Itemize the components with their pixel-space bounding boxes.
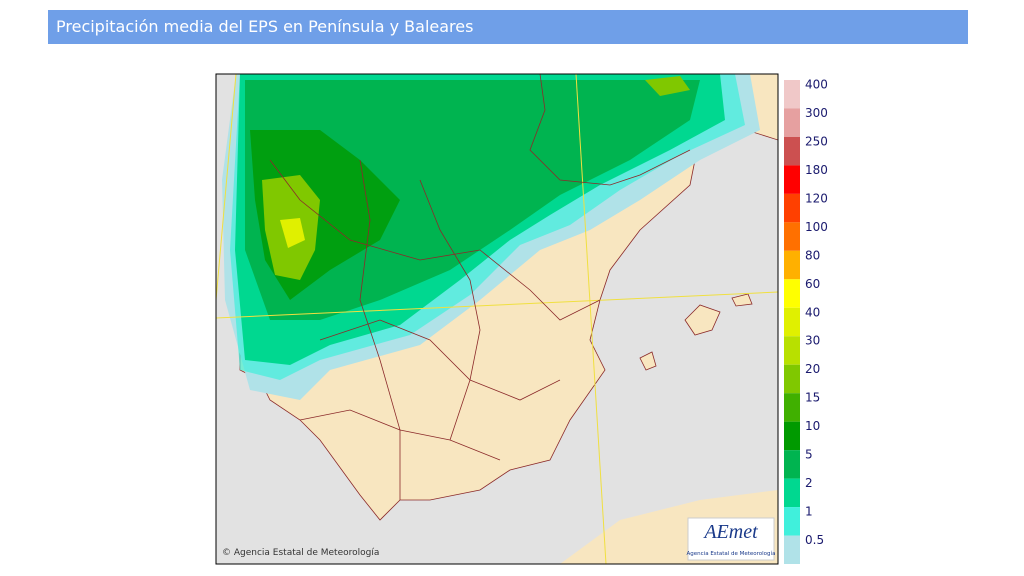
legend-label: 2 [805, 476, 813, 490]
legend-label: 1 [805, 505, 813, 519]
legend-label: 20 [805, 362, 820, 376]
legend-swatch [784, 250, 800, 280]
legend-swatch [784, 80, 800, 109]
legend-swatch [784, 393, 800, 422]
legend-swatch [784, 222, 800, 251]
legend-swatch [784, 279, 800, 308]
legend-label: 80 [805, 248, 820, 262]
legend-swatch [784, 421, 800, 451]
legend-label: 5 [805, 448, 813, 462]
legend-label: 15 [805, 391, 820, 405]
legend-swatch [784, 478, 800, 508]
legend-swatch [784, 136, 800, 166]
legend-swatch [784, 450, 800, 479]
legend-swatch [784, 336, 800, 365]
map-area [216, 74, 778, 564]
logo-subtitle: Agencia Estatal de Meteorología [687, 550, 776, 557]
legend-swatch [784, 507, 800, 536]
legend-swatch [784, 193, 800, 223]
legend: 400 300 250 180 120 100 80 60 40 30 20 15 10 5 2 1 0.5 [784, 78, 828, 564]
logo: AEmet [702, 521, 758, 543]
legend-swatch [784, 165, 800, 194]
legend-label: 180 [805, 163, 828, 177]
legend-label: 40 [805, 305, 820, 319]
page-header: Precipitación media del EPS en Península… [48, 10, 968, 44]
legend-label: 60 [805, 277, 820, 291]
logo-box [687, 517, 775, 561]
legend-swatch [784, 307, 800, 337]
legend-label: 10 [805, 419, 820, 433]
legend-label: 250 [805, 134, 828, 148]
copyright: © Agencia Estatal de Meteorología [222, 548, 379, 558]
legend-label: 100 [805, 220, 828, 234]
legend-label: 30 [805, 334, 820, 348]
legend-swatch [784, 364, 800, 394]
legend-label: 120 [805, 191, 828, 205]
legend-swatch [784, 535, 800, 564]
legend-swatch [784, 108, 800, 137]
legend-label: 0.5 [805, 533, 824, 547]
legend-label: 400 [805, 78, 828, 92]
legend-label: 300 [805, 106, 828, 120]
